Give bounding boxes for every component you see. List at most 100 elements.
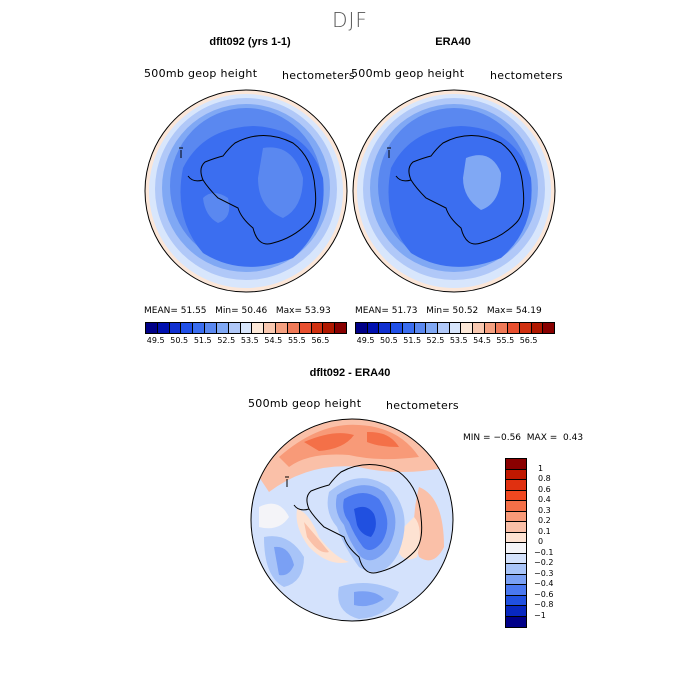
colorbar-tick-label: 55.5 [496, 336, 515, 345]
max-value: 54.19 [515, 306, 542, 316]
colorbar-tick-label: 49.5 [356, 336, 375, 345]
colorbar-swatch [506, 469, 526, 480]
diff-title: dflt092 - ERA40 [309, 367, 391, 379]
colorbar-swatch [414, 323, 427, 333]
colorbar-swatch [276, 323, 288, 333]
colorbar-tick-label: 53.5 [240, 336, 259, 345]
polar-map-model [144, 89, 348, 293]
colorbar-swatch [506, 501, 526, 512]
colorbar-swatch [449, 323, 462, 333]
colorbar-swatch [473, 323, 485, 333]
colorbar-tick-label: 55.5 [287, 336, 306, 345]
colorbar-tick-label: 56.5 [519, 336, 538, 345]
colorbar-swatch [506, 522, 526, 533]
min-value: 50.52 [452, 306, 479, 316]
colorbar-swatch [193, 323, 206, 333]
colorbar-swatch [379, 323, 392, 333]
panel-left-label-model: 500mb geop height [144, 67, 258, 80]
colorbar-ticks-model: 49.5 50.5 51.5 52.5 53.5 54.5 55.5 56.5 [145, 336, 345, 348]
colorbar-swatch [506, 564, 526, 575]
colorbar-tick-label: 50.5 [379, 336, 398, 345]
colorbar-tick-label: 56.5 [311, 336, 330, 345]
mean-label: MEAN= [144, 306, 178, 316]
mean-label: MEAN= [355, 306, 389, 316]
colorbar-swatch [228, 323, 241, 333]
panel-unit-label-model: hectometers [282, 69, 355, 82]
colorbar-swatch [157, 323, 170, 333]
colorbar-swatch [506, 553, 526, 564]
min-value: 50.46 [241, 306, 268, 316]
max-label: Max= [275, 306, 303, 316]
colorbar-swatch [356, 323, 368, 333]
diff-max-value: 0.43 [563, 433, 584, 443]
colorbar-tick-label: −1 [534, 610, 546, 620]
colorbar-ticks-era40: 49.5 50.5 51.5 52.5 53.5 54.5 55.5 56.5 [355, 336, 553, 348]
colorbar-swatch [506, 543, 526, 554]
min-label: Min= [215, 306, 239, 316]
diff-min-value: −0.56 [493, 433, 522, 443]
colorbar-swatch [519, 323, 532, 333]
colorbar-tick-label: 51.5 [193, 336, 212, 345]
colorbar-tick-label: 0.4 [538, 495, 551, 504]
colorbar-swatch [508, 323, 520, 333]
colorbar-tick-label: 0.8 [538, 474, 551, 483]
colorbar-swatch [335, 323, 347, 333]
colorbar-swatch [506, 459, 526, 470]
colorbar-swatch [402, 323, 415, 333]
colorbar-tick-label: −0.8 [534, 600, 554, 609]
max-label: Max= [486, 306, 514, 316]
colorbar-tick-label: 1 [538, 463, 544, 473]
colorbar-swatch [484, 323, 497, 333]
colorbar-swatch [496, 323, 509, 333]
colorbar-swatch [506, 595, 526, 606]
colorbar-era40 [355, 322, 555, 334]
colorbar-tick-label: 0.6 [538, 484, 551, 494]
diff-max-label: MAX = [526, 433, 558, 443]
max-value: 53.93 [304, 306, 331, 316]
mean-value: 51.73 [391, 306, 418, 316]
coastline-model [179, 135, 317, 245]
colorbar-swatch [240, 323, 253, 333]
colorbar-tick-label: 54.5 [264, 336, 283, 345]
colorbar-tick-label: 0.2 [538, 516, 551, 525]
diff-left-label: 500mb geop height [248, 397, 362, 410]
colorbar-tick-label: 52.5 [426, 336, 445, 345]
colorbar-tick-label: 49.5 [146, 336, 165, 345]
colorbar-swatch [264, 323, 277, 333]
colorbar-swatch [287, 323, 300, 333]
colorbar-swatch [506, 480, 526, 491]
colorbar-swatch [506, 606, 526, 617]
diff-min-label: MIN = [463, 433, 491, 443]
colorbar-model [145, 322, 347, 334]
colorbar-swatch [506, 574, 526, 585]
colorbar-swatch [169, 323, 182, 333]
colorbar-tick-label: −0.6 [534, 589, 554, 599]
polar-map-era40 [352, 89, 556, 293]
diff-minmax: MIN = −0.56 MAX = 0.43 [463, 433, 583, 443]
colorbar-difference [505, 458, 527, 628]
colorbar-swatch [323, 323, 336, 333]
colorbar-swatch [216, 323, 229, 333]
diff-unit-label: hectometers [386, 399, 459, 412]
colorbar-swatch [181, 323, 194, 333]
colorbar-swatch [367, 323, 380, 333]
colorbar-swatch [506, 490, 526, 501]
colorbar-swatch [506, 585, 526, 596]
colorbar-swatch [506, 511, 526, 522]
panel-unit-label-era40: hectometers [490, 69, 563, 82]
colorbar-swatch [205, 323, 217, 333]
colorbar-tick-label: −0.1 [534, 547, 554, 557]
polar-map-difference [250, 418, 454, 622]
colorbar-tick-label: 0.1 [538, 526, 551, 536]
colorbar-tick-label: 53.5 [449, 336, 468, 345]
stats-model: MEAN= 51.55 Min= 50.46 Max= 53.93 [144, 306, 331, 316]
coastline-era40 [387, 135, 525, 245]
mean-value: 51.55 [180, 306, 207, 316]
colorbar-swatch [391, 323, 403, 333]
colorbar-tick-label: 50.5 [170, 336, 189, 345]
colorbar-swatch [506, 532, 526, 543]
colorbar-swatch [299, 323, 312, 333]
colorbar-swatch [461, 323, 474, 333]
min-label: Min= [426, 306, 450, 316]
main-title: DJF [332, 8, 368, 32]
